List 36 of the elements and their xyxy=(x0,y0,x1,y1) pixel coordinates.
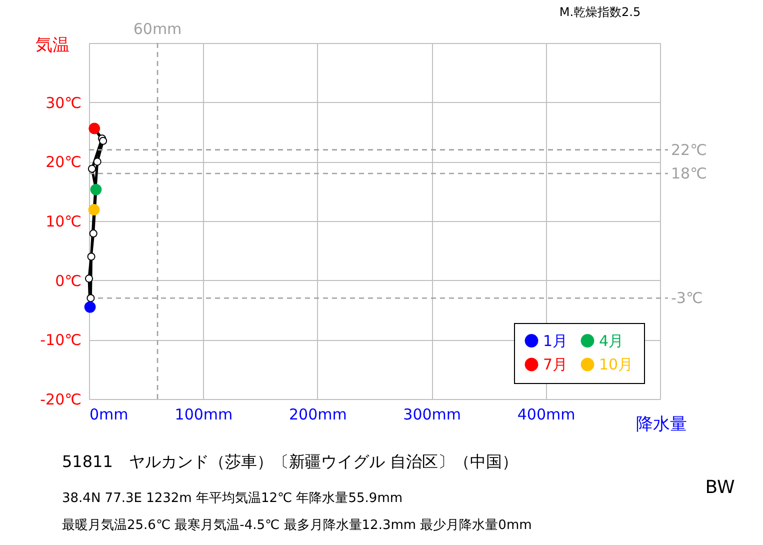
x-tick-label: 400mm xyxy=(517,406,576,424)
legend-label: 7月 xyxy=(543,356,568,374)
x-axis-title: 降水量 xyxy=(636,414,687,434)
legend-label: 1月 xyxy=(543,332,568,350)
point xyxy=(87,252,96,261)
ref-line-label: 18℃ xyxy=(671,164,707,183)
y-axis-title: 気温 xyxy=(36,36,70,56)
legend-label: 4月 xyxy=(599,332,624,350)
y-tick-label: 30℃ xyxy=(46,94,82,112)
y-tick-label: 10℃ xyxy=(46,212,82,230)
ref-line-label: -3℃ xyxy=(671,289,703,308)
ref-line-label: 60mm xyxy=(133,20,182,38)
x-tick-label: 100mm xyxy=(174,406,233,424)
point xyxy=(86,294,95,302)
point xyxy=(84,274,94,283)
point xyxy=(84,301,96,313)
x-tick-label: 200mm xyxy=(288,406,347,424)
text: BW xyxy=(705,477,735,498)
x-tick-label: 300mm xyxy=(403,406,462,424)
y-tick-label: 0℃ xyxy=(55,272,82,290)
y-tick-label: -10℃ xyxy=(40,331,82,350)
text: 38.4N 77.3E 1232m 年平均気温12℃ 年降水量55.9mm xyxy=(62,491,403,506)
y-tick-label: -20℃ xyxy=(40,390,82,408)
y-tick-label: 20℃ xyxy=(46,153,82,172)
point xyxy=(88,122,100,134)
x-tick-label: 0mm xyxy=(90,406,128,424)
point xyxy=(89,229,98,238)
legend-label: 10月 xyxy=(599,356,634,374)
text: 51811 ヤルカンド（莎車）〔新疆ウイグル 自治区〕（中国） xyxy=(62,452,518,471)
ref-line-label: 22℃ xyxy=(671,140,707,159)
point xyxy=(88,164,96,173)
point xyxy=(88,204,100,216)
text: M.乾燥指数2.5 xyxy=(559,5,641,19)
point xyxy=(93,158,102,166)
text: 最暖月気温25.6℃ 最寒月気温-4.5℃ 最多月降水量12.3mm 最少月降水量0mm xyxy=(62,517,532,533)
point xyxy=(90,184,102,196)
